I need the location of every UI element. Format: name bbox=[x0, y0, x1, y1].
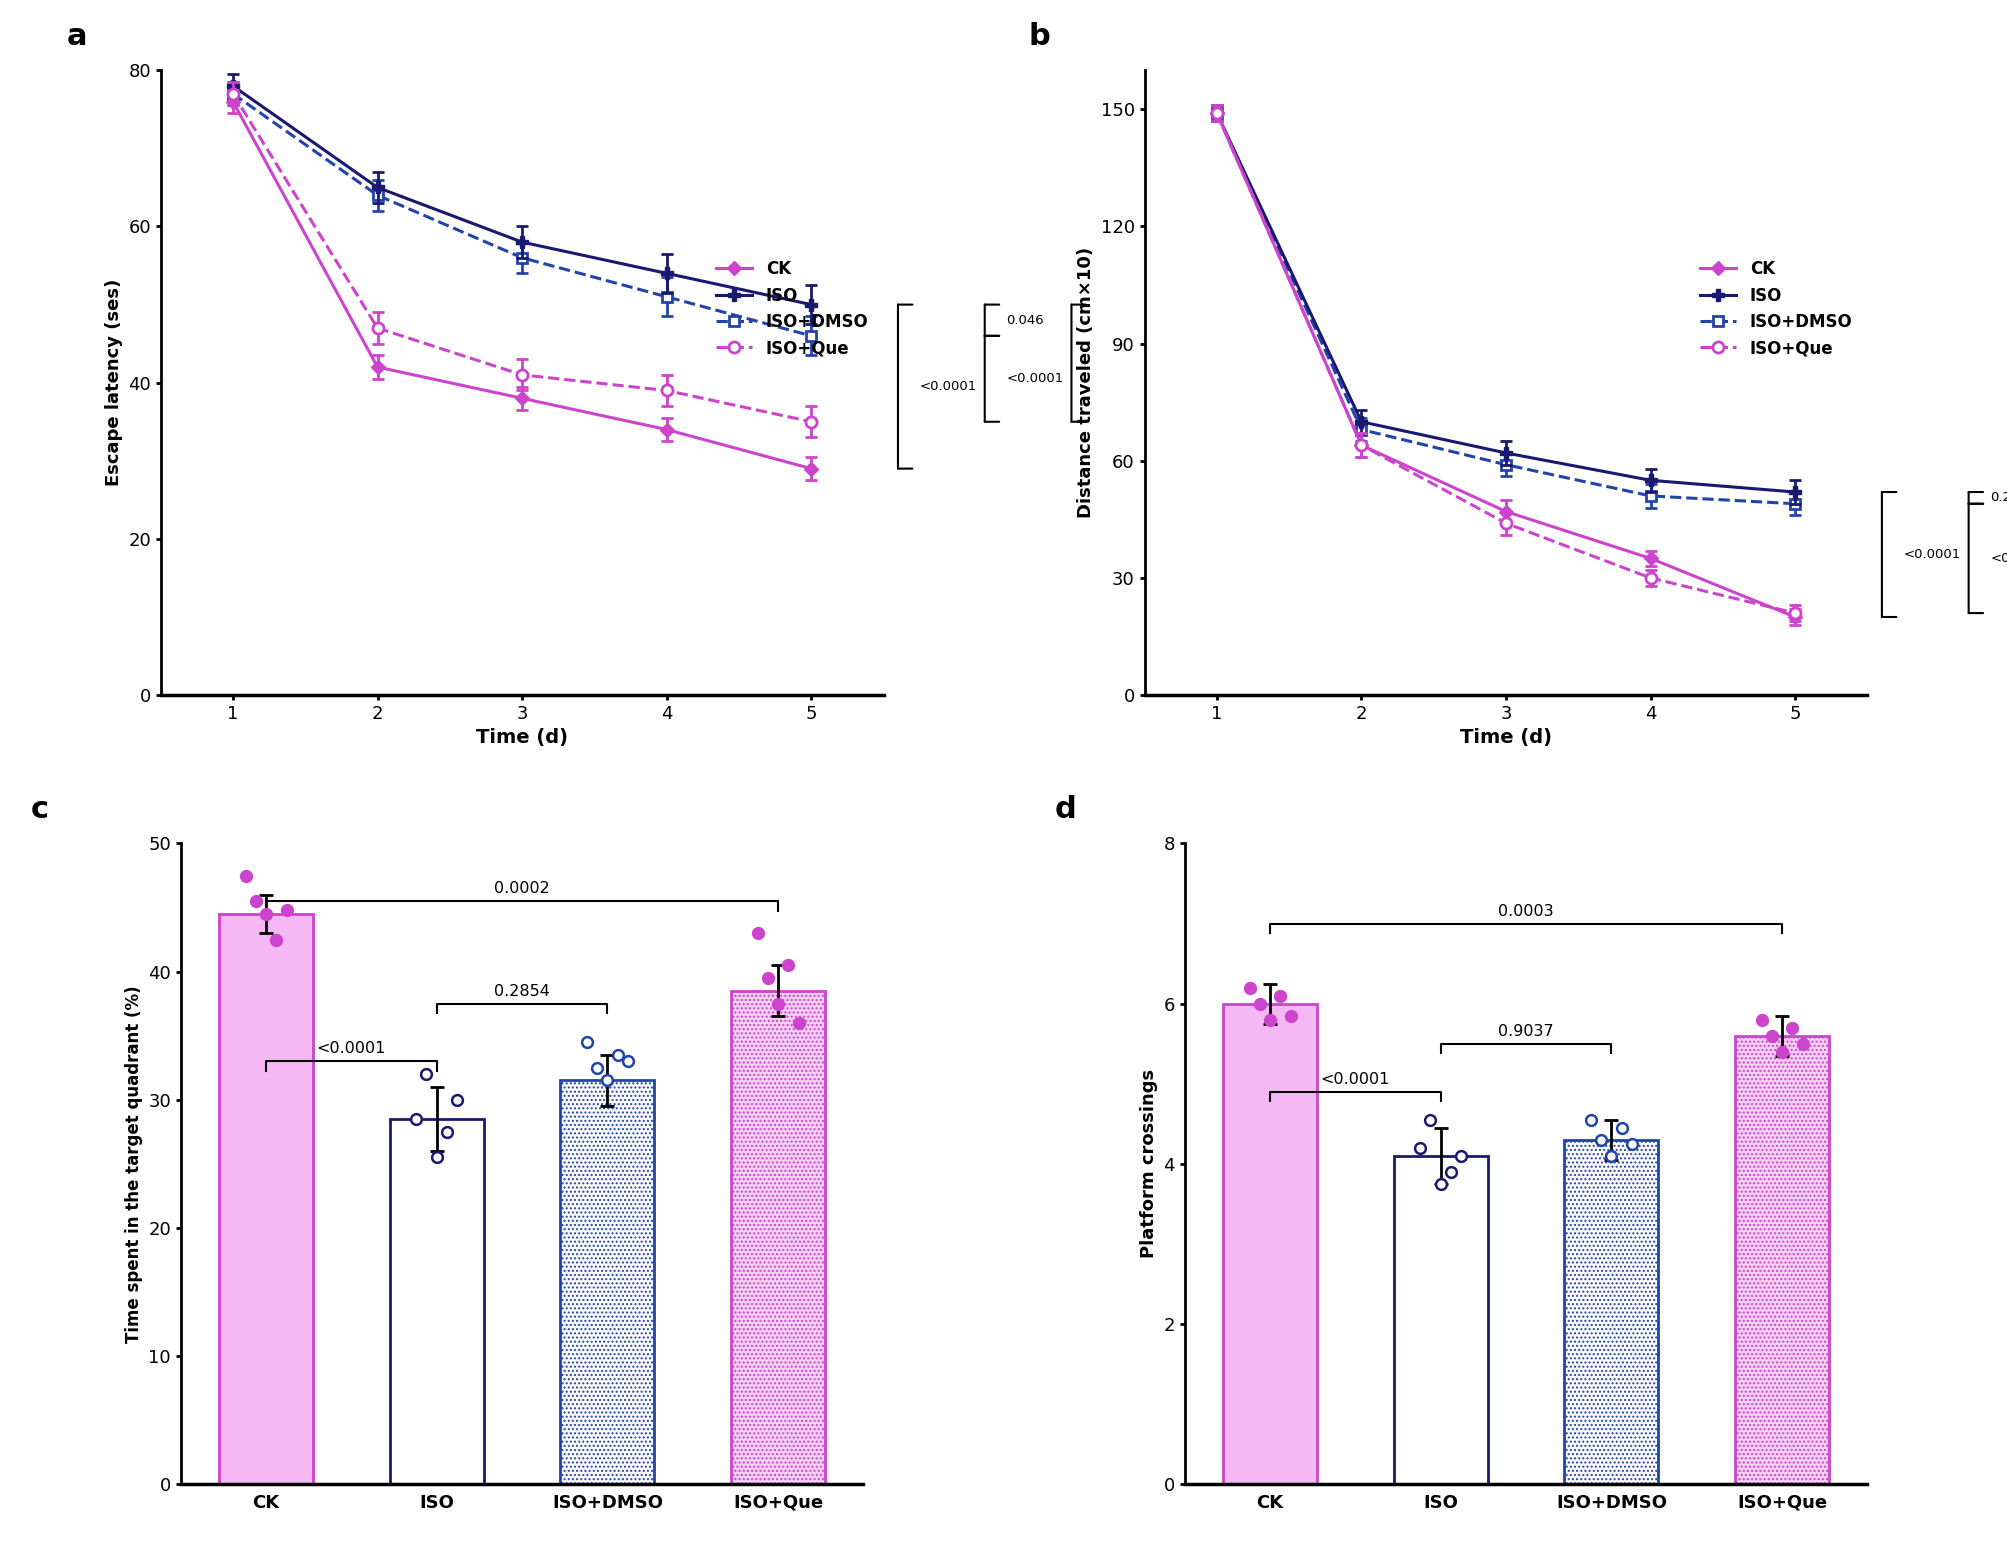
Point bbox=[1584, 1128, 1616, 1153]
Point bbox=[1606, 1115, 1638, 1140]
Point bbox=[409, 1062, 442, 1087]
Text: <0.0001: <0.0001 bbox=[1321, 1072, 1389, 1087]
Point bbox=[580, 1056, 612, 1081]
Point bbox=[1445, 1143, 1477, 1168]
Point bbox=[1573, 1107, 1606, 1132]
Text: 0.247: 0.247 bbox=[1989, 492, 2007, 505]
Text: <0.0001: <0.0001 bbox=[1006, 372, 1064, 386]
Text: b: b bbox=[1028, 22, 1050, 52]
Point bbox=[1766, 1039, 1798, 1064]
Point bbox=[1232, 975, 1264, 1000]
Bar bbox=[1563, 1140, 1658, 1484]
Point bbox=[1413, 1107, 1445, 1132]
Text: 0.0003: 0.0003 bbox=[1497, 904, 1553, 918]
Point bbox=[432, 1118, 464, 1143]
Point bbox=[249, 901, 281, 926]
Point bbox=[763, 992, 795, 1017]
Y-axis label: Platform crossings: Platform crossings bbox=[1140, 1068, 1158, 1259]
Point bbox=[1744, 1007, 1776, 1032]
Legend: CK, ISO, ISO+DMSO, ISO+Que: CK, ISO, ISO+DMSO, ISO+Que bbox=[708, 253, 875, 364]
Y-axis label: Distance traveled (cm×10): Distance traveled (cm×10) bbox=[1076, 247, 1094, 519]
Point bbox=[271, 898, 303, 923]
Point bbox=[442, 1087, 474, 1112]
X-axis label: Time (d): Time (d) bbox=[1459, 728, 1551, 747]
Point bbox=[1754, 1023, 1786, 1048]
Point bbox=[1776, 1015, 1808, 1040]
Point bbox=[1252, 1007, 1284, 1032]
Y-axis label: Time spent in the target quadrant (%): Time spent in the target quadrant (%) bbox=[124, 986, 142, 1342]
Point bbox=[751, 965, 783, 990]
Text: <0.0001: <0.0001 bbox=[317, 1042, 385, 1056]
Text: c: c bbox=[30, 795, 48, 823]
Point bbox=[612, 1048, 644, 1073]
Text: 0.046: 0.046 bbox=[1006, 314, 1044, 326]
Text: <0.0001: <0.0001 bbox=[1989, 551, 2007, 565]
Text: 0.9037: 0.9037 bbox=[1497, 1023, 1553, 1039]
Point bbox=[261, 928, 293, 953]
Point bbox=[421, 1145, 454, 1170]
Point bbox=[239, 889, 271, 914]
Point bbox=[1274, 1003, 1307, 1028]
Bar bbox=[1734, 1036, 1828, 1484]
Point bbox=[741, 920, 773, 945]
Bar bbox=[1222, 1004, 1317, 1484]
Point bbox=[229, 862, 261, 887]
Bar bbox=[389, 1118, 484, 1484]
Bar bbox=[219, 914, 313, 1484]
Text: d: d bbox=[1054, 795, 1076, 823]
Point bbox=[783, 1011, 815, 1036]
Point bbox=[602, 1042, 634, 1067]
Text: 0.0002: 0.0002 bbox=[494, 881, 550, 897]
Point bbox=[1425, 1172, 1457, 1196]
Point bbox=[1435, 1159, 1467, 1184]
Legend: CK, ISO, ISO+DMSO, ISO+Que: CK, ISO, ISO+DMSO, ISO+Que bbox=[1692, 253, 1858, 364]
Text: 0.2854: 0.2854 bbox=[494, 984, 550, 998]
Text: <0.0001: <0.0001 bbox=[919, 380, 977, 394]
Bar bbox=[560, 1081, 654, 1484]
Point bbox=[399, 1106, 432, 1131]
Point bbox=[592, 1068, 624, 1093]
Bar bbox=[731, 990, 825, 1484]
Point bbox=[1242, 992, 1274, 1017]
Y-axis label: Escape latency (ses): Escape latency (ses) bbox=[104, 280, 122, 486]
X-axis label: Time (d): Time (d) bbox=[476, 728, 568, 747]
Point bbox=[773, 953, 805, 978]
Text: <0.0001: <0.0001 bbox=[1903, 548, 1961, 561]
Bar bbox=[1393, 1156, 1487, 1484]
Point bbox=[1594, 1143, 1626, 1168]
Text: a: a bbox=[66, 22, 86, 52]
Point bbox=[1616, 1131, 1648, 1156]
Point bbox=[570, 1029, 602, 1054]
Point bbox=[1403, 1136, 1435, 1161]
Point bbox=[1786, 1031, 1818, 1056]
Point bbox=[1264, 982, 1297, 1007]
